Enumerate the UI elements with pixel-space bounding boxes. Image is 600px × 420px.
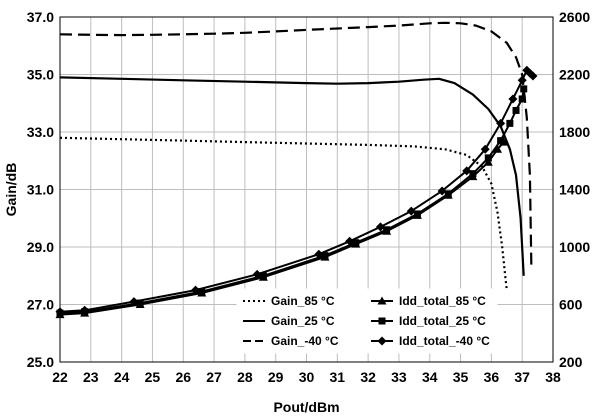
series-0: [59, 136, 508, 291]
legend-entry: Idd_total_25 °C: [371, 314, 486, 328]
y-axis-label: Gain/dB: [3, 163, 19, 217]
ticks-layer: 22 23 24 25 26 27 28 29 30 31 32 33 34 35 36 37 38 25.0 27…: [27, 9, 591, 385]
series-2: [59, 21, 533, 271]
y-right-tick-label: 1000: [559, 239, 590, 255]
data-point: [80, 305, 90, 315]
data-point: [406, 206, 416, 216]
data-point: [129, 297, 139, 307]
x-tick-label: 37: [514, 369, 530, 385]
data-point: [352, 239, 360, 247]
data-point: [520, 85, 528, 93]
data-point: [345, 236, 355, 246]
x-tick-label: 26: [175, 369, 191, 385]
x-tick-label: 30: [299, 369, 315, 385]
legend-label: Idd_total_25 °C: [399, 314, 486, 328]
data-point: [198, 288, 206, 296]
x-tick-label: 33: [391, 369, 407, 385]
legend-marker: [378, 317, 386, 325]
data-point: [497, 137, 505, 145]
series-5: [55, 65, 538, 317]
legend-entry: Idd_total_-40 °C: [371, 334, 490, 348]
data-point: [508, 94, 518, 104]
data-point: [496, 118, 506, 128]
y-left-tick-label: 25.0: [27, 354, 54, 370]
data-point: [321, 252, 329, 260]
y-left-tick-label: 35.0: [27, 67, 54, 83]
legend-marker: [377, 336, 387, 346]
legend-box: [236, 288, 498, 354]
x-tick-label: 32: [360, 369, 376, 385]
series-1: [59, 76, 525, 276]
data-point: [528, 71, 538, 81]
x-tick-label: 22: [52, 369, 68, 385]
x-tick-label: 34: [422, 369, 438, 385]
data-point: [383, 226, 391, 234]
y-right-tick-label: 2600: [559, 9, 590, 25]
data-point: [506, 119, 514, 127]
y-right-tick-label: 2200: [559, 67, 590, 83]
legend-label: Idd_total_85 °C: [399, 294, 486, 308]
y-left-tick-label: 31.0: [27, 182, 54, 198]
plot-frame: [59, 16, 554, 363]
legend-marker: [377, 296, 387, 305]
data-point: [314, 249, 324, 259]
x-tick-label: 23: [83, 369, 99, 385]
data-point: [413, 210, 421, 218]
legend: Gain_85 °C Gain_25 °C Gain_-40 °C Idd_total…: [236, 288, 498, 354]
data-point: [512, 106, 520, 114]
data-point: [462, 166, 472, 176]
y-left-tick-label: 37.0: [27, 9, 54, 25]
legend-label: Gain_25 °C: [271, 314, 335, 328]
x-tick-label: 29: [268, 369, 284, 385]
data-point: [483, 157, 493, 166]
x-tick-label: 36: [484, 369, 500, 385]
data-point: [252, 269, 262, 279]
y-right-tick-label: 1800: [559, 124, 590, 140]
data-point: [136, 299, 144, 307]
data-point: [480, 144, 490, 154]
data-point: [493, 144, 503, 153]
x-tick-label: 38: [545, 369, 561, 385]
series-line: [59, 136, 508, 291]
legend-label: Gain_85 °C: [271, 294, 335, 308]
data-point: [444, 190, 452, 198]
y-right-tick-label: 1400: [559, 182, 590, 198]
data-point: [437, 186, 447, 196]
x-tick-label: 24: [114, 369, 130, 385]
data-point: [518, 95, 526, 103]
series-line: [59, 21, 533, 271]
data-point: [375, 222, 385, 232]
data-point: [517, 75, 527, 85]
legend-entry: Gain_85 °C: [243, 294, 335, 308]
y-left-tick-label: 33.0: [27, 124, 54, 140]
data-point: [484, 154, 492, 162]
series-4: [56, 85, 528, 317]
series-line: [59, 76, 525, 276]
data-point: [191, 285, 201, 295]
x-axis-label: Pout/dBm: [273, 399, 339, 415]
legend-entry: Gain_-40 °C: [243, 334, 339, 348]
x-tick-label: 27: [206, 369, 222, 385]
legend-label: Gain_-40 °C: [271, 334, 339, 348]
x-tick-label: 35: [453, 369, 469, 385]
series-line: [59, 69, 534, 313]
y-left-tick-label: 29.0: [27, 239, 54, 255]
legend-entry: Idd_total_85 °C: [371, 294, 486, 308]
x-tick-label: 25: [145, 369, 161, 385]
y-right-tick-label: 200: [559, 354, 583, 370]
legend-entry: Gain_25 °C: [243, 314, 335, 328]
series-layer: [55, 21, 538, 319]
x-tick-label: 31: [330, 369, 346, 385]
x-tick-label: 28: [237, 369, 253, 385]
series-line: [59, 88, 525, 315]
y-left-tick-label: 27.0: [27, 297, 54, 313]
data-point: [469, 170, 477, 178]
data-point: [259, 272, 267, 280]
legend-label: Idd_total_-40 °C: [399, 334, 490, 348]
y-right-tick-label: 600: [559, 297, 583, 313]
